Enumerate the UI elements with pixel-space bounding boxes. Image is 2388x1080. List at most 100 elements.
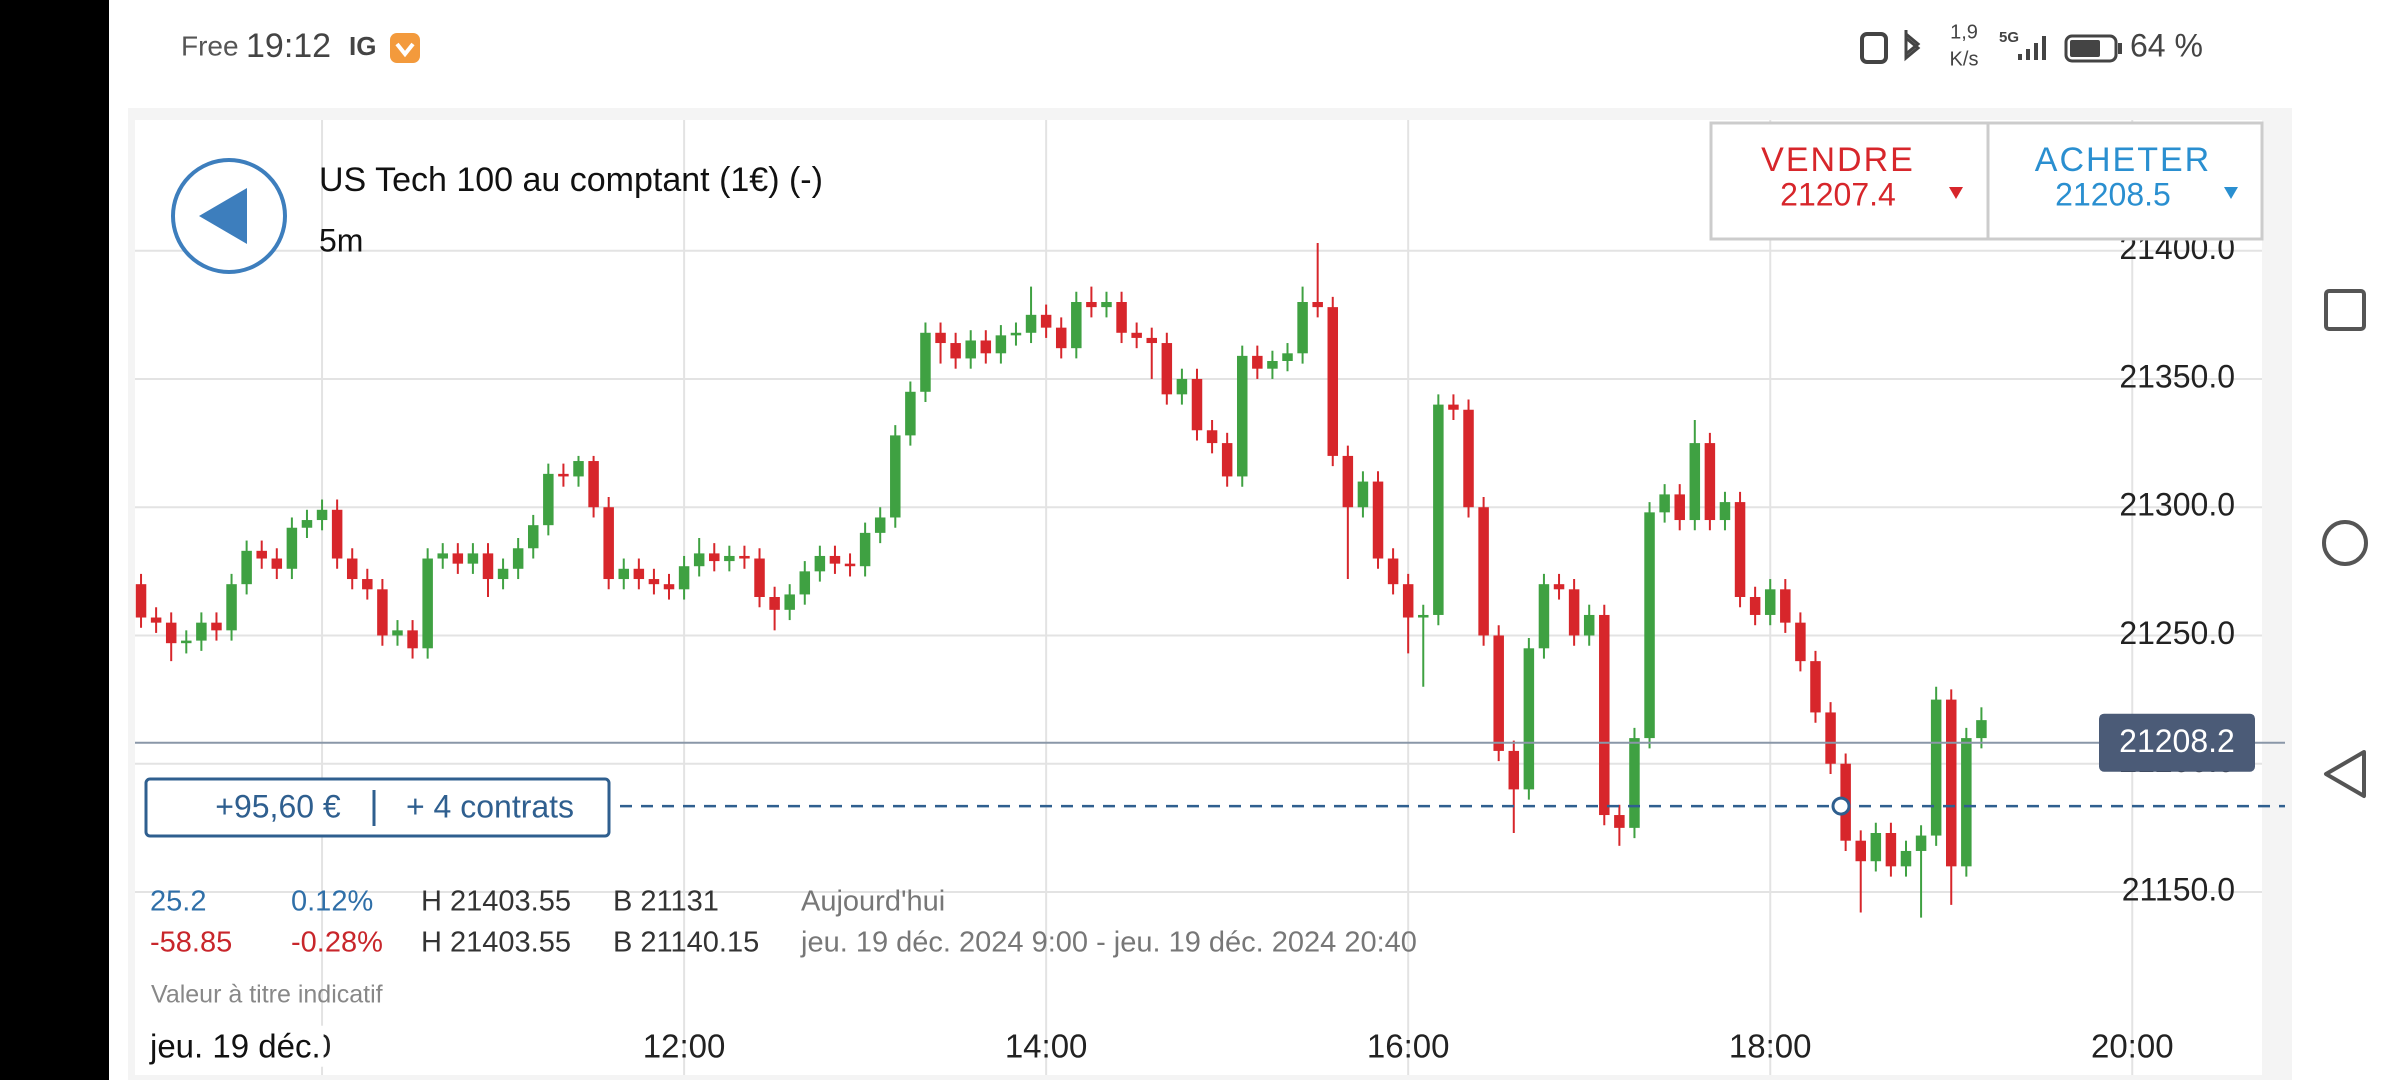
candle-body <box>769 597 780 610</box>
candle-body <box>211 622 222 631</box>
candle-body <box>1930 699 1942 836</box>
candle-body <box>603 507 614 580</box>
candle-body <box>1433 404 1444 615</box>
candle-body <box>1674 494 1685 521</box>
x-tick-label: 20:00 <box>2091 1028 2174 1065</box>
nav-home[interactable] <box>2322 520 2368 566</box>
buy-arrow[interactable] <box>2224 187 2238 199</box>
candle-body <box>1538 584 1550 649</box>
candle-body <box>724 555 735 562</box>
candle-body <box>482 553 494 580</box>
back-button[interactable] <box>171 158 287 274</box>
candle-body <box>784 594 795 610</box>
candle-body <box>1478 507 1489 636</box>
candle-body <box>286 527 298 569</box>
battery-percent: 64 % <box>2130 27 2203 63</box>
buy-price[interactable]: 21208.5 <box>2055 176 2171 212</box>
buy-label[interactable]: ACHETER <box>2035 141 2211 179</box>
candle-body <box>1976 720 1987 739</box>
candle-body <box>1463 409 1474 508</box>
candle-body <box>995 335 1007 354</box>
position-marker <box>1831 796 1851 816</box>
back-arrow[interactable] <box>199 188 247 244</box>
stat-low: B 21131 <box>613 886 719 918</box>
sell-button[interactable]: VENDRE 21207.4 <box>1709 121 1990 241</box>
candle-body <box>135 584 147 618</box>
candle-body <box>407 630 418 649</box>
candle-body <box>301 520 313 528</box>
x-tick-label: 16:00 <box>1367 1028 1450 1065</box>
candle-body <box>965 340 976 359</box>
position-contracts[interactable]: + 4 contrats <box>406 788 574 824</box>
y-tick-label: 21350.0 <box>2119 358 2235 394</box>
candle-body <box>377 589 388 636</box>
stat-change: 25.2 <box>150 886 206 918</box>
nav-back[interactable] <box>2324 750 2366 798</box>
sell-price[interactable]: 21207.4 <box>1780 176 1896 212</box>
candle-body <box>422 558 433 649</box>
candle-body <box>1267 361 1278 369</box>
x-tick-label: 12:00 <box>643 1028 726 1065</box>
candle-body <box>452 553 464 564</box>
net-speed: 1,9 <box>1950 21 1978 43</box>
bluetooth-icon <box>1904 30 1921 62</box>
candle-body <box>1086 302 1097 308</box>
position-box[interactable] <box>144 777 611 838</box>
position-tag[interactable]: +95,60 € + 4 contrats <box>144 777 611 838</box>
buy-box[interactable] <box>1986 121 2264 241</box>
candle-body <box>799 571 811 595</box>
candle-body <box>331 509 343 559</box>
nav-recents[interactable] <box>2324 289 2366 331</box>
candle-body <box>859 532 871 567</box>
candle-body <box>1101 302 1112 308</box>
candle-body <box>437 553 448 559</box>
y-tick-label: 21150.0 <box>2122 871 2235 907</box>
candle-body <box>950 343 961 359</box>
candle-body <box>1945 699 1957 867</box>
candle-body <box>1418 614 1429 618</box>
sell-arrow[interactable] <box>1949 187 1963 199</box>
candle-body <box>1282 353 1293 361</box>
candle-body <box>1749 597 1761 615</box>
interval[interactable]: 5m <box>319 222 363 258</box>
clock: 19:12 <box>246 27 331 65</box>
x-tick-label: 14:00 <box>1005 1028 1088 1065</box>
x-tick-label: 18:00 <box>1729 1028 1812 1065</box>
candle-body <box>1780 589 1791 623</box>
x-axis-label: jeu. 19 déc. <box>149 1028 321 1065</box>
candle-body <box>467 553 479 564</box>
disclaimer: Valeur à titre indicatif <box>151 981 383 1009</box>
candle-body <box>1568 589 1580 636</box>
buy-button[interactable]: ACHETER 21208.5 <box>1986 121 2264 241</box>
network-type: 5G <box>1999 29 2019 46</box>
position-pnl[interactable]: +95,60 € <box>215 788 341 824</box>
candle-body <box>1387 558 1399 585</box>
candle-body <box>226 584 237 631</box>
stat-period: jeu. 19 déc. 2024 9:00 - jeu. 19 déc. 20… <box>800 927 1417 959</box>
candle-body <box>874 517 886 533</box>
candle-body <box>1659 494 1670 513</box>
candle-body <box>1116 302 1127 333</box>
candle-body <box>1900 850 1912 867</box>
candle-body <box>1870 833 1882 862</box>
candle-body <box>1146 337 1157 344</box>
candle-body <box>1855 840 1866 862</box>
candle-body <box>392 630 403 636</box>
stat-change-pct: 0.12% <box>291 886 373 918</box>
x-axis-label-bg <box>140 1025 324 1067</box>
candle-body <box>512 548 524 569</box>
candle-body <box>1644 512 1655 739</box>
candle-body <box>618 568 630 580</box>
app-badge: IG <box>349 31 376 61</box>
sell-label[interactable]: VENDRE <box>1761 141 1915 179</box>
signal-icon <box>2018 36 2046 60</box>
candle-body <box>316 509 328 521</box>
candle-body <box>1704 443 1716 521</box>
candle-body <box>905 391 916 436</box>
candle-body <box>920 332 931 392</box>
candles <box>135 243 1987 918</box>
candle-body <box>1885 833 1897 867</box>
candle-body <box>1599 614 1610 816</box>
candle-body <box>256 550 267 559</box>
